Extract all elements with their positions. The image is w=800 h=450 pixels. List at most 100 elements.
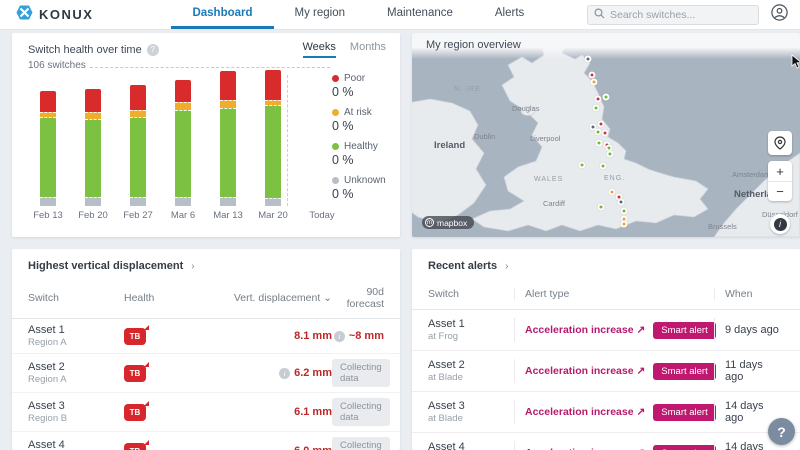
x-tick-label: Feb 13 (33, 210, 63, 221)
nav-tab-my-region[interactable]: My region (294, 7, 346, 19)
alert-type-link[interactable]: Acceleration increase ↗ (525, 447, 645, 450)
help-tooltip-icon[interactable]: ? (146, 43, 159, 56)
switch-marker-red[interactable] (597, 120, 605, 128)
search-box[interactable] (587, 4, 759, 25)
info-icon[interactable]: i (279, 367, 291, 379)
zoom-in-button[interactable]: + (768, 162, 792, 182)
displacement-cell: 6.1 mm (222, 406, 332, 418)
alert-type-cell: Acceleration increase ↗ Smart alert (514, 400, 716, 424)
help-fab-button[interactable]: ? (768, 418, 795, 445)
forecast-cell: i ~8 mm (332, 330, 384, 342)
switch-marker-orange[interactable] (590, 78, 598, 86)
sort-chevron-icon: ⌄ (323, 292, 332, 304)
brand-name: KONUX (39, 7, 94, 22)
alert-when: 9 days ago (725, 324, 779, 336)
legend-label-row: At risk (332, 107, 386, 118)
alert-type-link[interactable]: Acceleration increase ↗ (525, 406, 646, 418)
displacement-value: 8.1 mm (294, 330, 332, 342)
bar-feb-20[interactable] (85, 89, 101, 206)
account-icon[interactable] (771, 3, 788, 26)
switch-marker-green[interactable] (595, 139, 603, 147)
tab-months[interactable]: Months (349, 41, 386, 53)
asset-name: Asset 1 (28, 324, 65, 336)
bar-feb-13[interactable] (40, 90, 56, 206)
alert-row[interactable]: Asset 4at Blade Acceleration increase ↗ Sm… (412, 433, 800, 450)
map-zoom-control: + − (768, 161, 792, 201)
smart-alert-badge[interactable]: Smart alert (653, 403, 716, 421)
asset-region: Region A (28, 374, 67, 385)
switch-marker-green[interactable] (602, 93, 610, 101)
map-title-band (412, 33, 800, 59)
brand[interactable]: KONUX (0, 0, 107, 29)
alerts-title-link[interactable]: Recent alerts › (428, 260, 509, 272)
alert-row[interactable]: Asset 1 at Frog Acceleration increase ↗ Sma… (412, 310, 800, 351)
alert-row[interactable]: Asset 2 at Blade Acceleration increase ↗ Sm… (412, 351, 800, 392)
chevron-right-icon: › (505, 260, 509, 272)
switch-marker-green[interactable] (578, 161, 586, 169)
legend-label: Unknown (344, 175, 386, 186)
switch-marker-red[interactable] (588, 71, 596, 79)
switch-marker-green[interactable] (620, 207, 628, 215)
smart-alert-badge[interactable]: Smart alert (653, 362, 716, 380)
tab-weeks[interactable]: Weeks (302, 41, 336, 58)
asset-name: Asset 4 (28, 439, 65, 450)
search-icon (594, 6, 605, 24)
switch-marker-green[interactable] (606, 150, 614, 158)
asset-name: Asset 2 (428, 359, 465, 371)
x-tick-today: Today (309, 210, 335, 221)
switch-marker-green[interactable] (597, 203, 605, 211)
displacement-row[interactable]: Asset 2 Region A TB i 6.2 mm Collecting data (12, 354, 400, 393)
switch-marker-orange[interactable] (620, 220, 628, 228)
switch-marker-green[interactable] (592, 104, 600, 112)
displacement-row[interactable]: Asset 3 Region B TB 6.1 mm Collecting data (12, 393, 400, 432)
segment-poor (265, 69, 281, 100)
nav-tab-maintenance[interactable]: Maintenance (387, 7, 453, 19)
zoom-out-button[interactable]: − (776, 183, 784, 199)
region-map-panel[interactable]: EdinburghN. IRE.DouglasDublinIrelandLive… (412, 33, 800, 237)
switch-marker-gray[interactable] (617, 198, 625, 206)
health-cell: TB (124, 327, 222, 345)
map-info-button[interactable]: i (770, 214, 790, 234)
forecast-cell: Collecting data (332, 437, 390, 450)
col-displacement-sort[interactable]: Vert. displacement ⌄ (233, 292, 332, 304)
mapbox-attribution[interactable]: m mapbox (422, 216, 475, 229)
switch-cell: Asset 1 at Frog (428, 318, 514, 342)
switch-marker-green[interactable] (599, 162, 607, 170)
switch-marker-green[interactable] (594, 128, 602, 136)
locate-button[interactable] (768, 131, 792, 155)
map-landmass (412, 33, 800, 237)
displacement-value: 6.0 mm (294, 445, 332, 450)
asset-location: at Blade (428, 372, 463, 383)
legend-value: 0 % (332, 153, 354, 167)
alert-type-link[interactable]: Acceleration increase ↗ (525, 324, 646, 336)
displacement-title-link[interactable]: Highest vertical displacement › (28, 260, 195, 272)
bar-mar-13[interactable] (220, 70, 236, 206)
segment-healthy (85, 119, 101, 197)
legend-dot-icon (332, 109, 339, 116)
switch-marker-gray[interactable] (589, 123, 597, 131)
bar-mar-6[interactable] (175, 80, 191, 206)
col-forecast: 90d forecast (346, 286, 384, 310)
forecast-cell: Collecting data (332, 398, 390, 426)
nav-tab-dashboard[interactable]: Dashboard (171, 0, 274, 29)
nav-tab-alerts[interactable]: Alerts (494, 7, 525, 19)
displacement-row[interactable]: Asset 1 Region A TB 8.1 mm i ~8 mm (12, 319, 400, 354)
alert-type-link[interactable]: Acceleration increase ↗ (525, 365, 646, 377)
alert-row[interactable]: Asset 3 at Blade Acceleration increase ↗ Sm… (412, 392, 800, 433)
smart-alert-badge[interactable]: Smart alert (653, 444, 716, 450)
search-input[interactable] (610, 8, 752, 21)
alert-when: 14 days ago (725, 441, 764, 450)
bar-mar-20[interactable] (265, 69, 281, 206)
smart-alert-badge[interactable]: Smart alert (653, 321, 716, 339)
switch-marker-red[interactable] (601, 129, 609, 137)
health-cell: TB (124, 364, 222, 382)
switch-marker-red[interactable] (594, 95, 602, 103)
bar-feb-27[interactable] (130, 85, 146, 206)
map-label-netherland: Netherland (734, 189, 784, 200)
x-tick-label: Feb 20 (78, 210, 108, 221)
switch-cell: Asset 3 at Blade (428, 400, 514, 424)
asset-region: Region A (28, 337, 67, 348)
switch-marker-orange[interactable] (608, 188, 616, 196)
info-icon[interactable]: i (333, 330, 345, 342)
